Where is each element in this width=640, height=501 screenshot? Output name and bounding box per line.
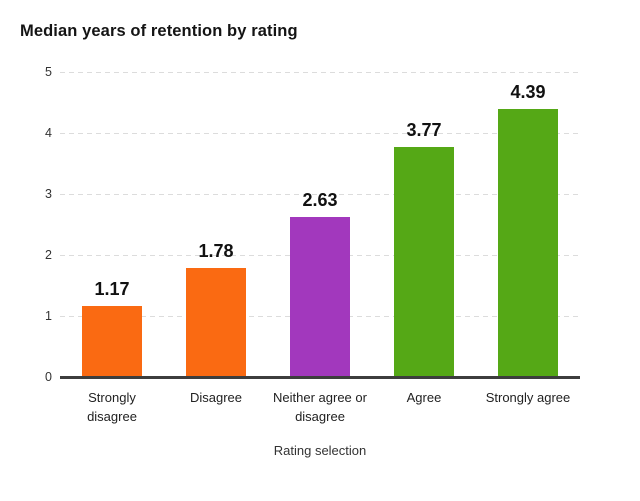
gridline-4 (60, 132, 580, 134)
gridline-5 (60, 71, 580, 73)
bar-agree[interactable] (394, 147, 454, 376)
bar-value-label: 1.17 (94, 278, 130, 299)
y-tick-label-0: 0 (45, 370, 52, 384)
bar-disagree[interactable] (186, 268, 246, 376)
x-category-label: Strongly disagree (87, 390, 137, 424)
bar-value-label: 3.77 (406, 120, 442, 141)
y-tick-label-2: 2 (45, 248, 52, 262)
y-tick-label-1: 1 (45, 309, 52, 323)
gridline-3 (60, 193, 580, 195)
y-tick-label-5: 5 (45, 65, 52, 79)
bar-value-label: 4.39 (510, 82, 546, 103)
y-tick-label-3: 3 (45, 187, 52, 201)
bar-strongly-disagree[interactable] (82, 305, 142, 376)
bar-value-label: 1.78 (198, 241, 234, 262)
y-tick-label-4: 4 (45, 126, 52, 140)
x-axis-line (60, 376, 580, 379)
bar-neither-agree-or-disagree[interactable] (290, 216, 350, 376)
bar-strongly-agree[interactable] (498, 109, 558, 376)
bar-value-label: 2.63 (302, 189, 338, 210)
x-axis-title: Rating selection (273, 443, 367, 458)
chart-title: Median years of retention by rating (20, 22, 298, 40)
x-category-label: Disagree (189, 390, 243, 405)
x-category-label: Neither agree or disagree (273, 390, 367, 424)
x-category-label: Strongly agree (485, 390, 571, 405)
x-category-label: Agree (406, 390, 442, 405)
